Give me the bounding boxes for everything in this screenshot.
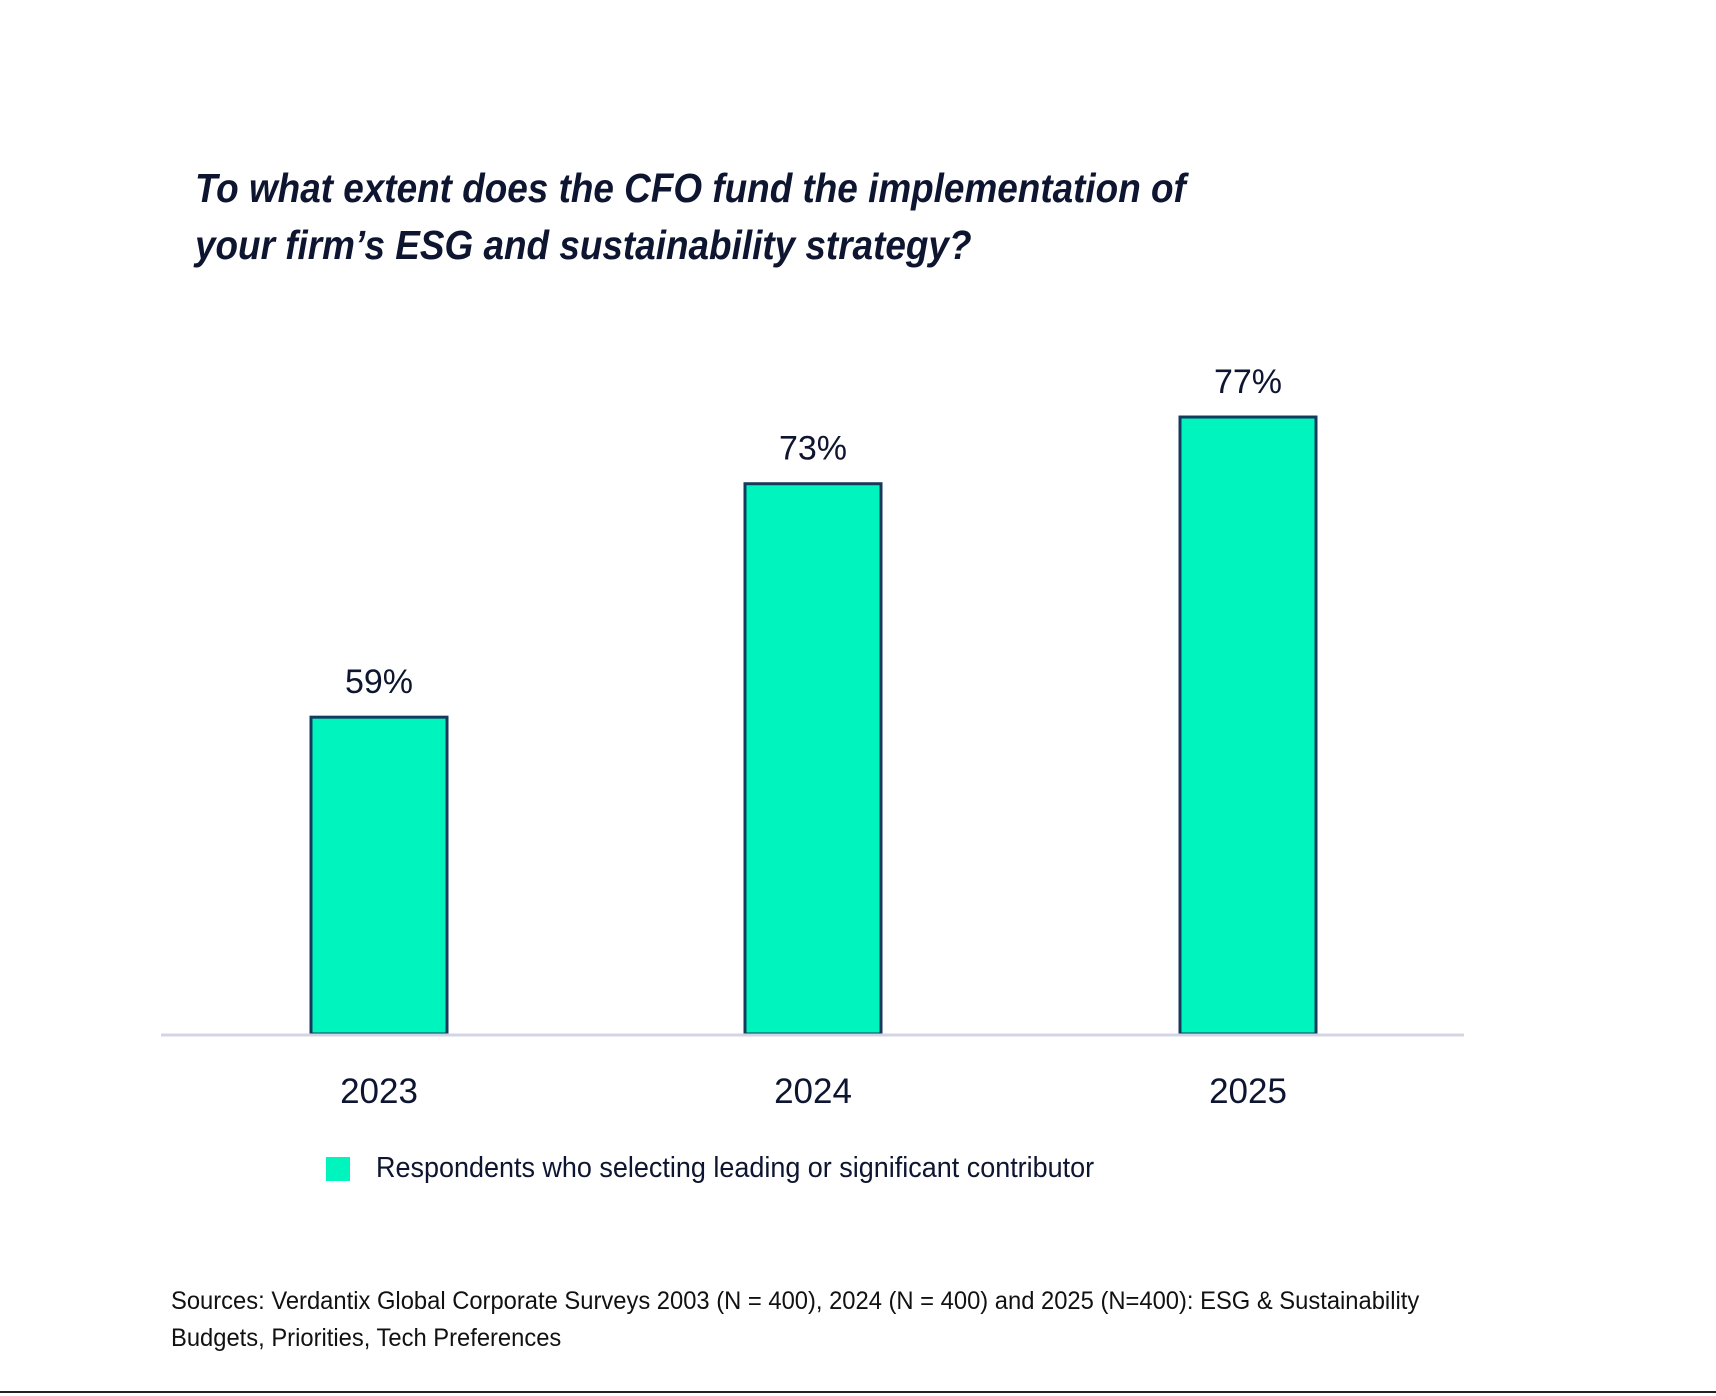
- bar-2024: [743, 482, 883, 1036]
- bar-2025: [1178, 415, 1318, 1036]
- x-tick-label-2025: 2025: [1209, 1072, 1287, 1111]
- x-tick-label-2023: 2023: [340, 1072, 418, 1111]
- legend-label: Respondents who selecting leading or sig…: [376, 1152, 1095, 1184]
- bottom-divider: [0, 1391, 1716, 1393]
- legend: Respondents who selecting leading or sig…: [326, 1152, 1148, 1185]
- chart-title: To what extent does the CFO fund the imp…: [195, 165, 1186, 268]
- data-label-2023: 59%: [345, 663, 413, 701]
- data-label-2025: 77%: [1214, 363, 1282, 401]
- sources-note: Sources: Verdantix Global Corporate Surv…: [171, 1287, 1420, 1352]
- x-tick-label-2024: 2024: [774, 1072, 852, 1111]
- legend-swatch: [326, 1156, 350, 1181]
- data-label-2024: 73%: [779, 430, 847, 468]
- bar-2023: [309, 715, 449, 1036]
